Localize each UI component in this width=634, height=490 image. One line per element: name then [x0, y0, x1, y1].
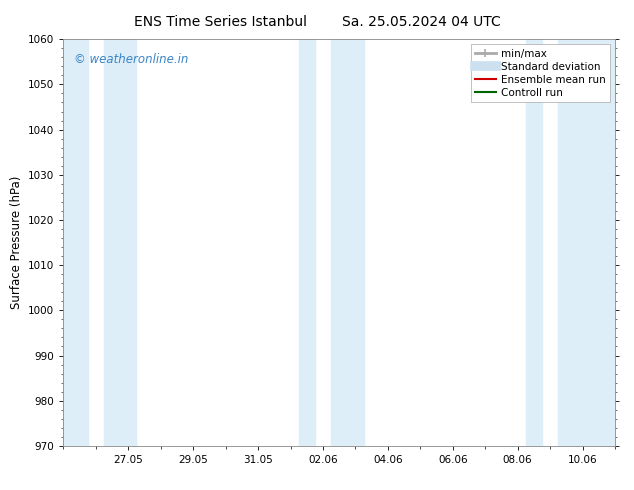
- Legend: min/max, Standard deviation, Ensemble mean run, Controll run: min/max, Standard deviation, Ensemble me…: [470, 45, 610, 102]
- Bar: [104, 39, 136, 446]
- Bar: [63, 39, 87, 446]
- Bar: [558, 39, 615, 446]
- Bar: [526, 39, 542, 446]
- Text: © weatheronline.in: © weatheronline.in: [74, 53, 189, 67]
- Bar: [331, 39, 363, 446]
- Text: ENS Time Series Istanbul        Sa. 25.05.2024 04 UTC: ENS Time Series Istanbul Sa. 25.05.2024 …: [134, 15, 500, 29]
- Bar: [299, 39, 315, 446]
- Y-axis label: Surface Pressure (hPa): Surface Pressure (hPa): [10, 176, 23, 309]
